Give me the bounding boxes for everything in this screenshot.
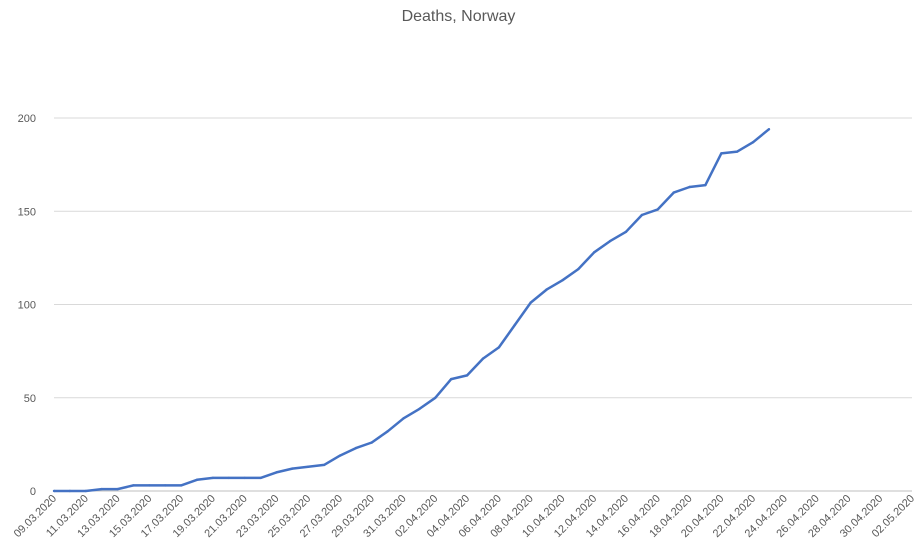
data-point [52, 489, 56, 493]
data-point [68, 489, 72, 493]
data-point [354, 446, 358, 450]
y-tick-label: 100 [18, 300, 36, 312]
series-layer [52, 128, 771, 493]
data-point [164, 484, 167, 487]
gridlines [54, 117, 912, 492]
data-point [243, 476, 246, 480]
data-point [275, 471, 278, 474]
data-point [370, 441, 373, 444]
data-point [116, 487, 119, 491]
data-point [672, 191, 675, 194]
data-point [386, 430, 389, 433]
data-point [259, 476, 262, 480]
data-point [100, 487, 103, 491]
data-point [751, 141, 755, 144]
data-point [465, 374, 469, 377]
data-point [720, 152, 723, 155]
data-point [513, 323, 516, 327]
data-point [84, 489, 88, 493]
data-point [148, 484, 151, 487]
data-point [322, 463, 326, 467]
y-tick-label: 150 [18, 206, 36, 218]
data-point [767, 128, 771, 131]
data-point [608, 239, 612, 243]
chart-title: Deaths, Norway [401, 8, 516, 25]
data-point [497, 346, 501, 349]
data-point [434, 396, 437, 399]
series-line [54, 128, 770, 493]
y-tick-label: 200 [18, 113, 36, 125]
data-point [640, 213, 644, 217]
data-point [688, 185, 691, 189]
data-point [402, 417, 405, 420]
y-tick-label: 0 [30, 486, 36, 498]
y-axis-tick-labels: 0 50 100 150 200 [18, 113, 36, 498]
data-point [291, 467, 294, 470]
data-point [132, 484, 135, 487]
data-point [545, 288, 548, 291]
data-point [736, 150, 739, 153]
x-axis-tick-labels: 09.03.202011.03.202013.03.202015.03.2020… [12, 493, 917, 540]
y-tick-label: 50 [24, 393, 36, 405]
data-point [593, 251, 596, 254]
data-point [195, 478, 199, 481]
data-point [418, 407, 421, 411]
data-point [577, 267, 580, 271]
data-point [307, 465, 310, 468]
data-point [656, 208, 659, 211]
data-point [624, 230, 628, 233]
data-point [338, 454, 342, 457]
data-point [450, 377, 453, 381]
data-point [481, 357, 485, 360]
data-point [211, 476, 215, 480]
data-point [227, 476, 230, 480]
data-point [529, 301, 532, 304]
data-point [179, 484, 183, 487]
data-point [704, 183, 707, 187]
data-point [561, 279, 564, 282]
